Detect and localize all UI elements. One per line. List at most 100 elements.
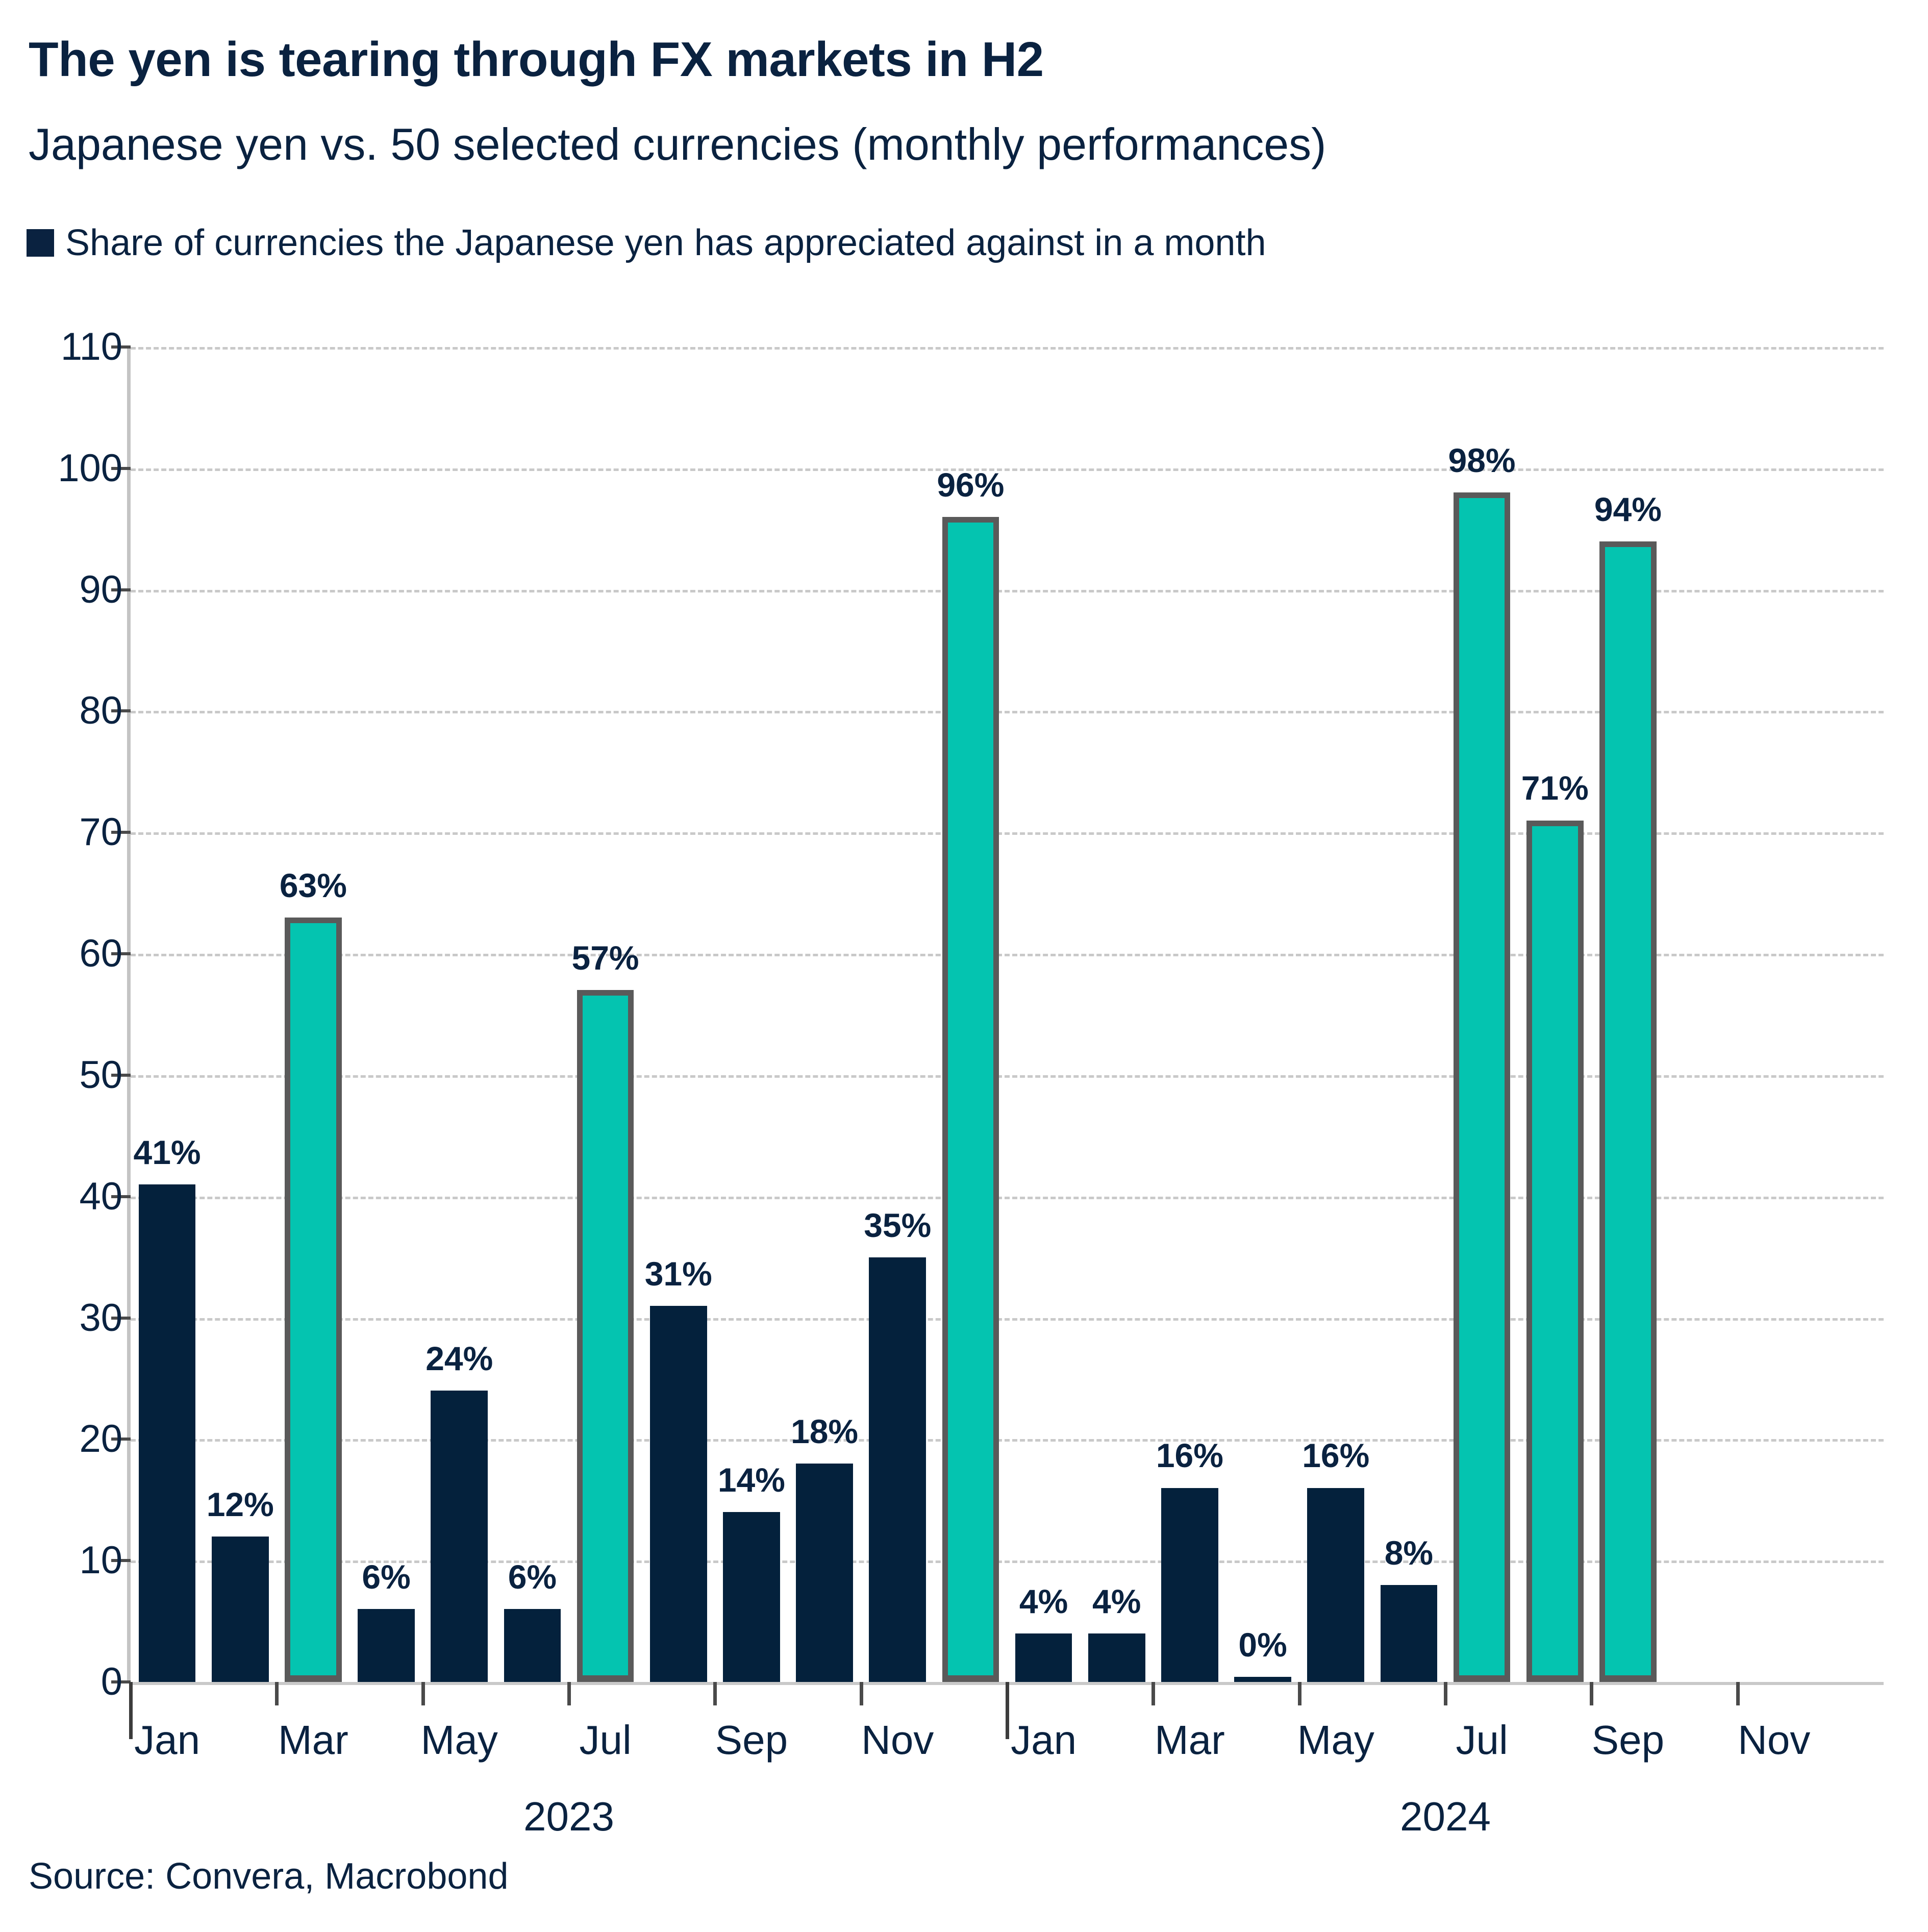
bar-value-label: 6% [508, 1558, 557, 1596]
y-axis-label: 80 [79, 689, 122, 733]
bar-value-label: 71% [1521, 769, 1589, 807]
chart-subtitle: Japanese yen vs. 50 selected currencies … [29, 119, 1326, 169]
x-axis-label: May [420, 1717, 498, 1763]
x-axis-tick [1736, 1682, 1740, 1705]
x-axis-tick [1297, 1682, 1301, 1705]
x-axis-label: Nov [1738, 1717, 1811, 1763]
y-axis-label: 70 [79, 810, 122, 854]
gridline [131, 589, 1884, 592]
bar-value-label: 98% [1448, 441, 1516, 480]
bar[interactable] [1599, 541, 1657, 1682]
x-axis-tick [1590, 1682, 1594, 1705]
bar[interactable] [285, 917, 342, 1682]
x-axis-tick [421, 1682, 425, 1705]
bar-value-label: 0% [1238, 1626, 1287, 1664]
bar[interactable] [723, 1512, 780, 1682]
gridline [131, 1075, 1884, 1078]
bar[interactable] [942, 516, 999, 1682]
bar[interactable] [358, 1609, 415, 1682]
y-axis-label: 60 [79, 932, 122, 976]
y-axis-label: 0 [101, 1660, 122, 1703]
y-axis-tick [111, 345, 131, 349]
x-axis-label: Jan [1011, 1717, 1077, 1763]
x-axis-label: Jul [1456, 1717, 1508, 1763]
x-axis-label: May [1297, 1717, 1374, 1763]
y-axis-label: 50 [79, 1053, 122, 1097]
gridline [131, 1318, 1884, 1321]
bar[interactable] [649, 1305, 707, 1682]
y-axis-tick [111, 709, 131, 713]
bar-value-label: 35% [864, 1206, 932, 1244]
y-axis-tick [111, 588, 131, 591]
gridline [131, 468, 1884, 471]
bar-value-label: 12% [206, 1485, 274, 1523]
bar[interactable] [211, 1536, 269, 1682]
y-axis-label: 90 [79, 567, 122, 611]
bar[interactable] [1453, 492, 1511, 1682]
bar[interactable] [138, 1184, 196, 1682]
bar[interactable] [1307, 1488, 1365, 1682]
y-axis-tick [111, 466, 131, 470]
bar[interactable] [869, 1257, 927, 1682]
gridline [131, 347, 1884, 350]
bar[interactable] [431, 1391, 488, 1682]
y-axis-tick [111, 1680, 131, 1683]
x-axis-tick [859, 1682, 863, 1705]
x-axis-year-label: 2024 [1400, 1794, 1491, 1839]
bar-value-label: 16% [1302, 1436, 1370, 1475]
bar-value-label: 63% [279, 866, 347, 904]
bar[interactable] [577, 990, 634, 1682]
y-axis-label: 40 [79, 1174, 122, 1218]
bar[interactable] [1234, 1677, 1291, 1682]
x-axis-label: Sep [715, 1717, 788, 1763]
bar[interactable] [1380, 1584, 1438, 1682]
bar-value-label: 4% [1019, 1582, 1068, 1620]
bar[interactable] [1015, 1633, 1072, 1682]
x-axis-tick [1006, 1682, 1009, 1739]
y-axis-label: 10 [79, 1539, 122, 1582]
gridline [131, 954, 1884, 957]
x-axis-label: Mar [1155, 1717, 1225, 1763]
gridline [131, 1196, 1884, 1199]
gridline [131, 832, 1884, 835]
bar-value-label: 16% [1156, 1436, 1223, 1475]
x-axis-tick [1444, 1682, 1447, 1705]
chart-legend: Share of currencies the Japanese yen has… [27, 225, 1266, 261]
y-axis-line [127, 347, 131, 1682]
x-axis-tick [567, 1682, 571, 1705]
bar-value-label: 24% [425, 1340, 493, 1378]
gridline [131, 1561, 1884, 1564]
y-axis-tick [111, 1073, 131, 1077]
bar-value-label: 41% [133, 1133, 201, 1171]
bar-value-label: 31% [644, 1254, 712, 1293]
y-axis-label: 100 [58, 446, 122, 490]
x-axis-label: Jul [579, 1717, 632, 1763]
gridline [131, 1439, 1884, 1442]
bar-value-label: 14% [717, 1461, 785, 1499]
bar[interactable] [504, 1609, 561, 1682]
bar[interactable] [796, 1463, 853, 1682]
bar[interactable] [1526, 820, 1584, 1682]
y-axis-tick [111, 952, 131, 956]
source-note: Source: Convera, Macrobond [29, 1856, 509, 1897]
gridline [131, 711, 1884, 714]
y-axis-label: 20 [79, 1417, 122, 1461]
y-axis-tick [111, 1559, 131, 1563]
x-axis-label: Sep [1591, 1717, 1665, 1763]
legend-series-label: Share of currencies the Japanese yen has… [65, 222, 1266, 263]
bar-value-label: 6% [362, 1558, 411, 1596]
y-axis-label: 110 [60, 325, 122, 368]
y-axis-tick [111, 1195, 131, 1198]
x-axis-tick [275, 1682, 279, 1705]
bar[interactable] [1088, 1633, 1145, 1682]
plot-area: 0 10 20 30 40 50 60 70 80 90 100 110 41% 12% 63% 6% 24% 6… [58, 328, 1884, 1837]
x-axis-label: Jan [134, 1717, 201, 1763]
x-axis-tick [713, 1682, 717, 1705]
y-axis-tick [111, 831, 131, 834]
bar-value-label: 18% [791, 1412, 859, 1450]
y-axis-tick [111, 1438, 131, 1441]
bar[interactable] [1161, 1488, 1218, 1682]
x-axis-label: Mar [278, 1717, 348, 1763]
y-axis-label: 30 [79, 1296, 122, 1340]
